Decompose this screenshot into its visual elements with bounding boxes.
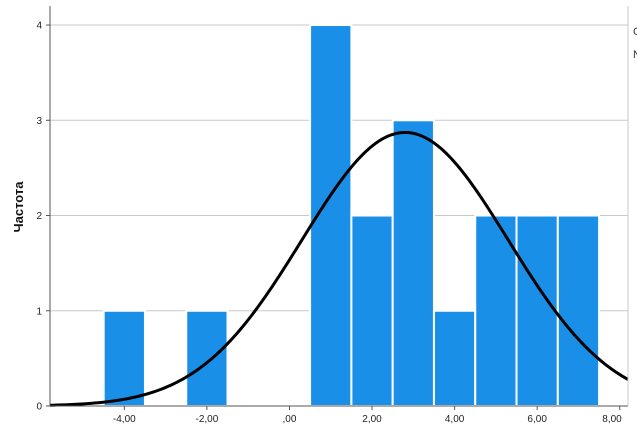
x-tick-label: -2,00 <box>195 414 218 425</box>
y-tick-label: 1 <box>36 306 42 317</box>
legend-fragment: N <box>633 49 637 61</box>
x-tick-label: 6,00 <box>527 414 547 425</box>
legend-fragment: С <box>633 26 637 38</box>
x-axis-ticks: -4,00 -2,00 ,00 2,00 4,00 6,00 8,00 <box>113 406 622 425</box>
y-axis-label: Частота <box>11 181 26 233</box>
y-tick-label: 4 <box>36 21 42 32</box>
histogram-bar <box>185 309 229 407</box>
histogram-bar <box>102 309 146 407</box>
histogram-bar <box>515 214 559 407</box>
histogram-bars <box>102 24 601 408</box>
y-axis-ticks: 0 1 2 3 4 <box>36 21 50 413</box>
x-tick-label: ,00 <box>283 414 297 425</box>
histogram-bar <box>556 214 601 407</box>
x-tick-label: 8,00 <box>602 414 622 425</box>
x-tick-label: 4,00 <box>445 414 465 425</box>
histogram-bar <box>432 309 477 407</box>
y-tick-label: 0 <box>36 402 42 413</box>
y-tick-label: 3 <box>36 116 42 127</box>
y-tick-label: 2 <box>36 211 42 222</box>
x-tick-label: 2,00 <box>362 414 382 425</box>
x-tick-label: -4,00 <box>113 414 136 425</box>
histogram-bar <box>391 119 435 408</box>
normal-curve <box>49 130 629 407</box>
histogram-bar <box>350 214 394 407</box>
